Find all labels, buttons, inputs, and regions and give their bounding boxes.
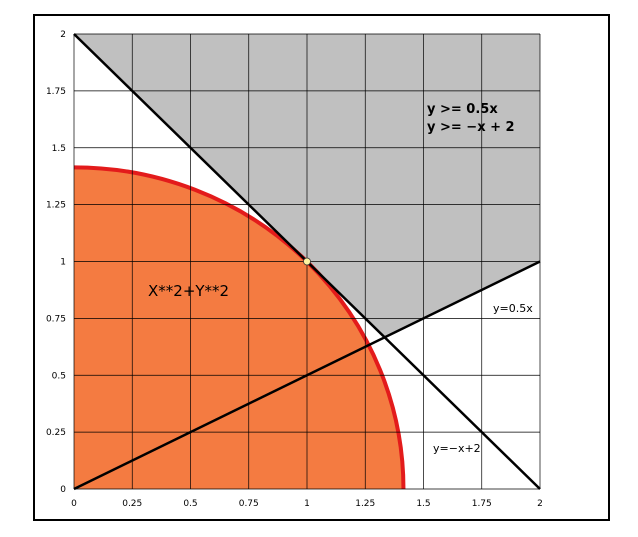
x-tick-label: 0.25 [122,499,142,509]
x-tick-label: 2 [537,499,543,509]
y-tick-label: 2 [60,30,66,40]
y-tick-label: 1.5 [52,144,66,154]
x-tick-label: 0 [71,499,77,509]
region-label-line1: y >= 0.5x [427,102,498,117]
line-layer [73,33,541,491]
line-label-y-neg-x-2: y=−x+2 [433,442,481,455]
tick-layer: 0 0.25 0.5 0.75 1 1.25 1.5 1.75 2 0 0.25 0.5 0.75 1 1.… [46,30,543,509]
y-tick-label: 0 [60,485,66,495]
region-label-line2: y >= −x + 2 [427,120,515,135]
x-tick-label: 1.5 [416,499,430,509]
y-tick-label: 0.25 [46,428,66,438]
y-tick-label: 1 [60,258,66,268]
y-tick-label: 0.5 [52,371,66,381]
circle-quadrant-fill [74,167,404,489]
circle-label: X**2+Y**2 [148,282,229,300]
series-line-0 [73,260,541,491]
y-tick-label: 1.75 [46,87,66,97]
x-tick-label: 0.75 [239,499,259,509]
x-tick-label: 1.25 [355,499,375,509]
line-label-y-half-x: y=0.5x [493,302,533,315]
y-tick-label: 1.25 [46,201,66,211]
y-tick-label: 0.75 [46,314,66,324]
tangent-point [303,257,311,266]
x-tick-label: 0.5 [183,499,197,509]
x-tick-label: 1.75 [472,499,492,509]
x-tick-label: 1 [304,499,310,509]
